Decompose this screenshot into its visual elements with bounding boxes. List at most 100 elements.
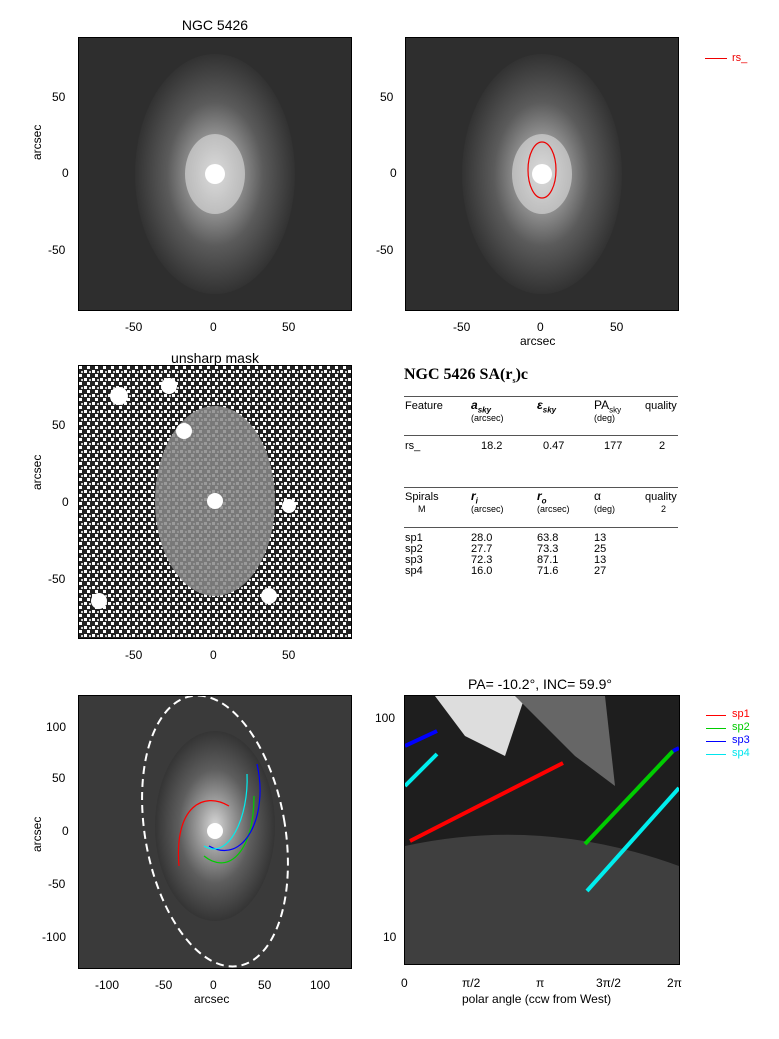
col-ri: ri [471,489,478,506]
panel1-title: NGC 5426 [181,17,249,33]
panel2-ytick: 0 [390,166,397,180]
legend-label-sp4: sp4 [732,747,750,759]
legend-line-sp1 [706,715,726,716]
col-pa-unit: (deg) [594,413,616,423]
sp2-line [583,749,675,846]
spiral-cell: 25 [594,543,607,555]
panel1-xtick: 0 [210,320,217,334]
panel1-ytick: 50 [52,90,66,104]
sp3-line-a [405,729,438,748]
panel1-ytick: 0 [62,166,69,180]
spiral-cell: 13 [594,554,607,566]
col-feature: Feature [405,400,443,412]
panel6-ytick: 100 [375,711,396,725]
sp2-curve [203,795,255,864]
col-quality: quality [645,400,677,412]
disk-ellipse [141,696,289,968]
galaxy-fit-panel [405,37,679,311]
galaxy-image-panel [78,37,352,311]
col-ro: ro [537,489,547,506]
panel6-xtick: 3π/2 [596,976,621,990]
sp3-curve [208,763,261,852]
sp4-curve [203,773,248,850]
legend-line-sp3 [706,741,726,742]
feature-name: rs_ [405,440,421,452]
spiral-cell: sp2 [405,543,423,555]
col-pa: PAsky [594,398,622,415]
panel5-ylabel: arcsec [30,816,44,852]
col-ri-unit: (arcsec) [471,504,504,514]
sp4-line-a [405,752,439,788]
panel1-ylabel: arcsec [30,124,44,160]
feature-eps: 0.47 [543,440,565,452]
rs-ellipse [527,141,557,199]
panel3-xtick: 0 [210,648,217,662]
panel6-xtick: 2π [667,976,682,990]
sp4-line-b [585,786,679,893]
col-alpha: α [594,489,601,503]
panel5-xtick: -100 [95,978,120,992]
panel5-ytick: -50 [48,877,66,891]
panel5-xtick: 50 [258,978,272,992]
panel3-title: unsharp mask [171,350,259,366]
panel5-ytick: 100 [46,720,67,734]
spiral-overlay-panel [78,695,352,969]
polar-plot-panel [404,695,680,965]
col-eps: εsky [537,398,557,415]
panel3-ytick: 50 [52,418,66,432]
legend-label-sp3: sp3 [732,734,750,746]
col-a-unit: (arcsec) [471,413,504,423]
spiral-cell: 16.0 [471,565,493,577]
legend-line-sp4 [706,754,726,755]
panel5-ytick: 0 [62,824,69,838]
spiral-cell: 27.7 [471,543,493,555]
panel2-xtick: 0 [537,320,544,334]
panel3-xtick: 50 [282,648,296,662]
panel2-xtick: -50 [453,320,471,334]
panel5-xtick: 100 [310,978,331,992]
col-spirals: Spirals [405,491,439,503]
col-ro-unit: (arcsec) [537,504,570,514]
unsharp-mask-panel [78,365,352,639]
panel5-xtick: 0 [210,978,217,992]
panel2-xtick: 50 [610,320,624,334]
legend-label-sp1: sp1 [732,708,750,720]
feature-a: 18.2 [481,440,503,452]
panel6-title: PA= -10.2°, INC= 59.9° [467,676,612,692]
panel3-ytick: -50 [48,572,66,586]
spiral-cell: 73.3 [537,543,559,555]
spiral-cell: 71.6 [537,565,559,577]
legend-label-rs: rs_ [732,52,748,64]
col-spiral-quality-sub: 2 [661,504,667,514]
spiral-cell: sp1 [405,532,423,544]
col-alpha-unit: (deg) [594,504,616,514]
panel2-xlabel: arcsec [520,334,556,348]
spiral-cell: 13 [594,532,607,544]
panel1-xtick: -50 [125,320,143,334]
panel6-xtick: π [536,976,545,990]
spiral-cell: 63.8 [537,532,559,544]
legend-line-rs [705,58,727,59]
panel3-ylabel: arcsec [30,454,44,490]
panel2-ytick: 50 [380,90,394,104]
panel5-ytick: 50 [52,771,66,785]
panel6-xtick: π/2 [462,976,481,990]
feature-pa: 177 [604,440,623,452]
panel6-xlabel: polar angle (ccw from West) [462,992,612,1006]
panel5-ytick: -100 [42,930,67,944]
table-header: NGC 5426 SA(rs)c [404,366,528,386]
sp3-line-b [672,746,679,753]
panel1-ytick: -50 [48,243,66,257]
panel6-ytick: 10 [383,930,397,944]
col-a: asky [471,398,492,415]
spiral-cell: 27 [594,565,607,577]
spiral-cell: 28.0 [471,532,493,544]
panel6-xtick: 0 [401,976,408,990]
panel5-xtick: -50 [155,978,173,992]
panel5-xlabel: arcsec [194,992,230,1006]
panel2-ytick: -50 [376,243,394,257]
feature-quality: 2 [659,440,666,452]
spiral-cell: 87.1 [537,554,559,566]
panel3-xtick: -50 [125,648,143,662]
sp1-line [409,761,564,843]
